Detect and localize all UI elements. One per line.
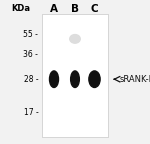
Text: A: A [50, 4, 58, 14]
Ellipse shape [89, 71, 100, 88]
Ellipse shape [50, 71, 58, 88]
Text: C: C [91, 4, 98, 14]
Text: 17 -: 17 - [24, 108, 38, 117]
Text: 55 -: 55 - [23, 30, 38, 39]
Text: KDa: KDa [11, 4, 30, 13]
Text: sRANK-L: sRANK-L [119, 75, 150, 84]
Ellipse shape [70, 35, 80, 43]
Text: 28 -: 28 - [24, 75, 38, 84]
Ellipse shape [71, 71, 79, 88]
Text: 36 -: 36 - [23, 50, 38, 59]
Text: B: B [71, 4, 79, 14]
Bar [42, 14, 108, 137]
